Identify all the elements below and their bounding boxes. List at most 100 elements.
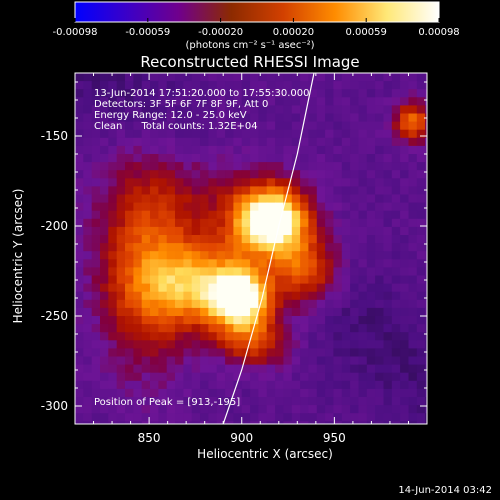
heatmap-cell xyxy=(358,348,368,358)
heatmap-cell xyxy=(225,364,234,374)
heatmap-cell xyxy=(425,226,427,236)
heatmap-cell xyxy=(383,129,393,139)
heatmap-cell xyxy=(358,218,368,228)
heatmap-cell xyxy=(125,235,134,244)
heatmap-cell xyxy=(358,340,368,349)
heatmap-cell xyxy=(266,405,276,414)
heatmap-cell xyxy=(208,235,218,244)
heatmap-cell xyxy=(150,372,159,382)
heatmap-cell xyxy=(216,332,226,341)
heatmap-cell xyxy=(375,316,384,325)
heatmap-cell xyxy=(434,421,443,430)
heatmap-cell xyxy=(241,421,251,424)
heatmap-cell xyxy=(291,348,301,358)
heatmap-cell xyxy=(216,97,226,106)
heatmap-cell xyxy=(400,121,409,131)
heatmap-cell xyxy=(208,259,218,268)
heatmap-cell xyxy=(366,97,376,106)
heatmap-cell xyxy=(291,226,301,236)
heatmap-cell xyxy=(350,113,359,123)
heatmap-cell xyxy=(416,299,426,309)
heatmap-cell xyxy=(125,421,134,424)
heatmap-cell xyxy=(408,283,418,293)
heatmap-cell xyxy=(275,340,284,349)
heatmap-cell xyxy=(434,397,443,406)
heatmap-cell xyxy=(233,275,243,285)
heatmap-cell xyxy=(258,364,268,374)
heatmap-cell xyxy=(133,73,143,82)
heatmap-cell xyxy=(384,429,393,438)
heatmap-cell xyxy=(183,81,193,90)
heatmap-cell xyxy=(400,202,409,212)
heatmap-cell xyxy=(325,307,334,317)
heatmap-cell xyxy=(91,105,101,115)
heatmap-cell xyxy=(150,137,159,147)
heatmap-cell xyxy=(233,340,243,349)
heatmap-cell xyxy=(250,170,259,179)
heatmap-cell xyxy=(358,291,368,301)
heatmap-cell xyxy=(108,81,118,90)
heatmap-cell xyxy=(150,307,159,317)
heatmap-cell xyxy=(350,251,359,260)
heatmap-cell xyxy=(358,97,368,106)
heatmap-cell xyxy=(91,129,101,139)
heatmap-cell xyxy=(283,162,293,171)
heatmap-cell xyxy=(100,73,109,82)
heatmap-cell xyxy=(108,267,118,277)
heatmap-cell xyxy=(375,251,384,260)
heatmap-cell xyxy=(141,243,151,252)
heatmap-cell xyxy=(316,170,326,179)
heatmap-cell xyxy=(383,97,393,106)
heatmap-cell xyxy=(366,283,376,293)
heatmap-cell xyxy=(358,283,368,293)
heatmap-cell xyxy=(100,137,109,147)
heatmap-cell xyxy=(175,388,184,398)
heatmap-cell xyxy=(300,259,309,268)
heatmap-cell xyxy=(316,202,326,212)
heatmap-cell xyxy=(283,380,293,390)
heatmap-cell xyxy=(183,162,193,171)
heatmap-cell xyxy=(308,397,318,406)
heatmap-cell xyxy=(383,154,393,163)
heatmap-cell xyxy=(166,226,176,236)
heatmap-cell xyxy=(333,145,343,155)
heatmap-cell xyxy=(366,356,376,366)
heatmap-cell xyxy=(316,275,326,285)
heatmap-cell xyxy=(125,291,134,301)
heatmap-cell xyxy=(383,299,393,309)
heatmap-cell xyxy=(116,340,126,349)
heatmap-cell xyxy=(333,105,343,115)
heatmap-cell xyxy=(158,243,168,252)
heatmap-cell xyxy=(425,129,427,139)
heatmap-cell xyxy=(300,226,309,236)
heatmap-cell xyxy=(266,388,276,398)
colorbar-tick-label: -0.00098 xyxy=(53,27,98,38)
heatmap-cell xyxy=(75,397,84,406)
heatmap-cell xyxy=(425,178,427,187)
heatmap-cell xyxy=(200,429,209,438)
heatmap-cell xyxy=(325,121,334,131)
heatmap-cell xyxy=(141,397,151,406)
heatmap-cell xyxy=(100,299,109,309)
heatmap-cell xyxy=(300,316,309,325)
heatmap-cell xyxy=(341,97,351,106)
heatmap-cell xyxy=(341,73,351,82)
heatmap-cell xyxy=(191,413,201,422)
heatmap-cell xyxy=(233,210,243,220)
heatmap-cell xyxy=(75,226,84,236)
heatmap-cell xyxy=(133,259,143,268)
heatmap-cell xyxy=(125,283,134,293)
heatmap-cell xyxy=(350,324,359,333)
heatmap-cell xyxy=(158,170,168,179)
heatmap-cell xyxy=(83,340,93,349)
heatmap-cell xyxy=(350,210,359,220)
heatmap-cell xyxy=(383,356,393,366)
heatmap-cell xyxy=(225,154,234,163)
heatmap-cell xyxy=(125,388,134,398)
heatmap-cell xyxy=(341,129,351,139)
heatmap-cell xyxy=(200,413,209,422)
heatmap-cell xyxy=(400,283,409,293)
heatmap-cell xyxy=(283,129,293,139)
heatmap-cell xyxy=(167,429,176,438)
heatmap-cell xyxy=(375,364,384,374)
